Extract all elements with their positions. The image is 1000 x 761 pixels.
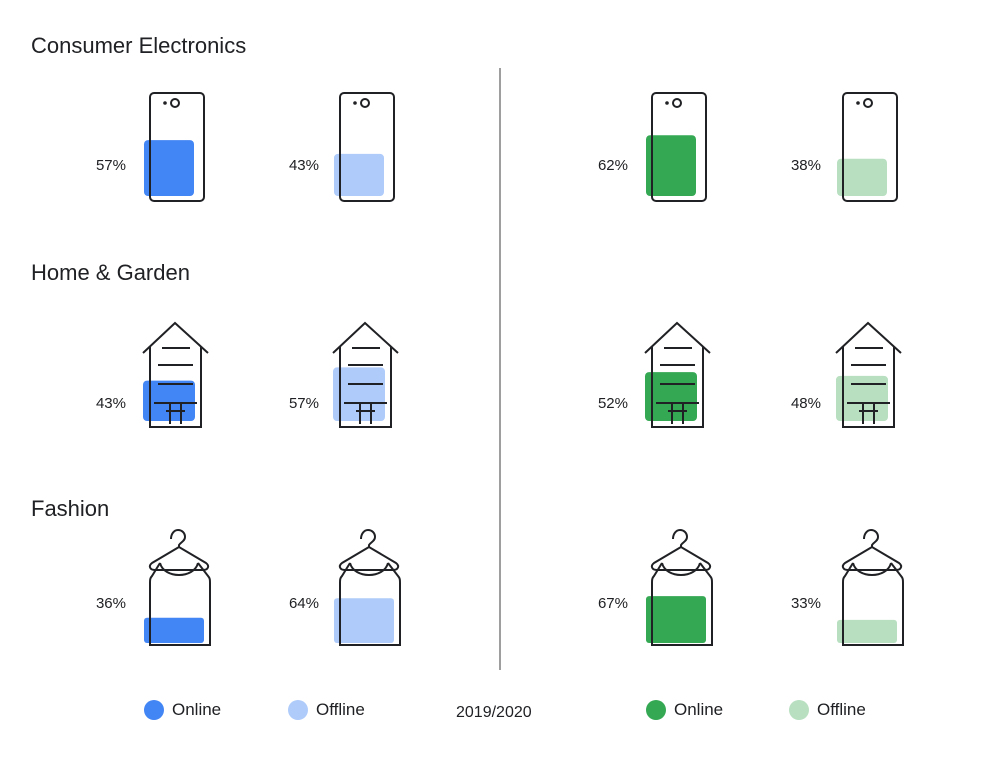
- hanger-bar: [650, 545, 712, 571]
- roof-line: [644, 321, 711, 354]
- icon-outline: [651, 92, 707, 202]
- phone-icon: [144, 92, 205, 202]
- dress-body: [842, 562, 904, 646]
- icon-outline: [149, 92, 205, 202]
- icon-outline: [842, 92, 898, 202]
- hanger-hook: [170, 528, 187, 547]
- hanger-dress-icon: [334, 528, 401, 646]
- hanger-bar: [338, 545, 400, 571]
- house-icon: [644, 321, 711, 428]
- fill-bar: [334, 153, 384, 196]
- camera-dot: [353, 101, 357, 105]
- hanger-hook: [360, 528, 377, 547]
- legend-label: Online: [674, 700, 724, 719]
- dress-neckline: [349, 562, 389, 576]
- period-divider: [499, 68, 501, 670]
- category-title-home-garden: Home & Garden: [31, 260, 190, 285]
- house-icon: [142, 321, 209, 428]
- phone-icon: [646, 92, 707, 202]
- hanger-hook: [863, 528, 880, 547]
- fill-bar: [646, 596, 706, 643]
- fill-bar: [144, 617, 204, 643]
- legend-swatch: [646, 700, 666, 720]
- camera-lens: [170, 98, 180, 108]
- pct-electronics-left-offline: 43%: [288, 157, 319, 174]
- phone-icon: [837, 92, 898, 202]
- house-walls: [339, 347, 392, 428]
- house-walls: [149, 347, 202, 428]
- legend-swatch: [144, 700, 164, 720]
- category-title-consumer-electronics: Consumer Electronics: [31, 33, 247, 58]
- dress-neckline: [852, 562, 892, 576]
- hanger-hook: [672, 528, 689, 547]
- legend-right-offline: Offline: [789, 699, 866, 721]
- hanger-dress-icon: [837, 528, 904, 646]
- pct-home-right-online: 52%: [597, 395, 628, 412]
- dress-neckline: [661, 562, 701, 576]
- roof-line: [332, 321, 399, 354]
- roof-line: [835, 321, 902, 354]
- house-icon: [332, 321, 399, 428]
- camera-lens: [863, 98, 873, 108]
- category-title-fashion: Fashion: [31, 496, 110, 521]
- camera-lens: [360, 98, 370, 108]
- legend-label: Offline: [316, 700, 365, 719]
- legend-label: Offline: [817, 700, 866, 719]
- legend-swatch: [789, 700, 809, 720]
- phone-icon: [334, 92, 395, 202]
- pct-fashion-left-offline: 64%: [288, 595, 319, 612]
- fill-bar: [837, 619, 897, 643]
- pct-fashion-left-online: 36%: [95, 595, 126, 612]
- hanger-dress-icon: [646, 528, 713, 646]
- icon-outline: [339, 92, 395, 202]
- dress-neckline: [159, 562, 199, 576]
- dress-body: [149, 562, 211, 646]
- camera-dot: [665, 101, 669, 105]
- fill-bar: [334, 598, 394, 643]
- pct-electronics-right-online: 62%: [597, 157, 628, 174]
- hanger-bar: [841, 545, 903, 571]
- legend-left-offline: Offline: [288, 699, 365, 721]
- hanger-dress-icon: [144, 528, 211, 646]
- pct-home-right-offline: 48%: [790, 395, 821, 412]
- dress-body: [339, 562, 401, 646]
- pct-fashion-right-online: 67%: [597, 595, 628, 612]
- legend-swatch: [288, 700, 308, 720]
- roof-line: [142, 321, 209, 354]
- pct-electronics-left-online: 57%: [95, 157, 126, 174]
- pct-fashion-right-offline: 33%: [790, 595, 821, 612]
- fill-bar: [144, 140, 194, 196]
- legend-right-online: Online: [646, 699, 723, 721]
- camera-dot: [163, 101, 167, 105]
- legend-left-online: Online: [144, 699, 221, 721]
- pct-electronics-right-offline: 38%: [790, 157, 821, 174]
- camera-dot: [856, 101, 860, 105]
- house-walls: [651, 347, 704, 428]
- legend-label: Online: [172, 700, 222, 719]
- camera-lens: [672, 98, 682, 108]
- fill-bar: [646, 135, 696, 196]
- fill-bar: [837, 158, 887, 196]
- pct-home-left-online: 43%: [95, 395, 126, 412]
- dress-body: [651, 562, 713, 646]
- hanger-bar: [148, 545, 210, 571]
- pct-home-left-offline: 57%: [288, 395, 319, 412]
- house-icon: [835, 321, 902, 428]
- period-label: 2019/2020: [456, 704, 532, 721]
- house-walls: [842, 347, 895, 428]
